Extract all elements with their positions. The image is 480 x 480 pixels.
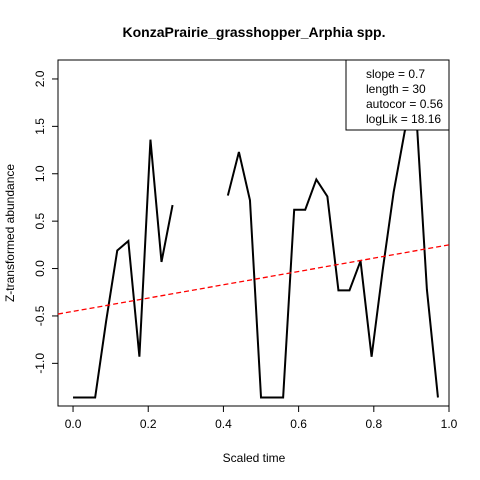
series-layer (57, 106, 450, 399)
x-axis: 0.0 0.2 0.4 0.6 0.8 1.0 (65, 406, 458, 431)
y-tick-label: 1.5 (33, 118, 47, 135)
x-tick-label: 1.0 (441, 417, 458, 431)
x-axis-label: Scaled time (223, 451, 286, 465)
y-axis-label: Z-transformed abundance (3, 164, 17, 302)
abundance-line (73, 106, 439, 399)
x-tick-label: 0.6 (290, 417, 307, 431)
x-tick-label: 0.2 (140, 417, 157, 431)
y-axis: -1.0 -0.5 0.0 0.5 1.0 1.5 2.0 (33, 70, 58, 374)
x-tick-label: 0.0 (65, 417, 82, 431)
x-tick-label: 0.4 (215, 417, 232, 431)
y-tick-label: 0.0 (33, 260, 47, 277)
trend-line (57, 244, 450, 315)
chart-title: KonzaPrairie_grasshopper_Arphia spp. (123, 24, 386, 40)
legend-autocor: autocor = 0.56 (366, 97, 443, 111)
legend-slope: slope = 0.7 (366, 67, 425, 81)
legend: slope = 0.7 length = 30 autocor = 0.56 l… (345, 59, 450, 131)
y-tick-label: 1.0 (33, 165, 47, 182)
x-tick-label: 0.8 (365, 417, 382, 431)
legend-box (345, 59, 450, 131)
y-tick-label: -0.5 (33, 305, 47, 326)
legend-length: length = 30 (366, 82, 426, 96)
y-tick-label: -1.0 (33, 353, 47, 374)
y-tick-label: 2.0 (33, 70, 47, 87)
plot-frame (57, 59, 450, 407)
legend-loglik: logLik = 18.16 (366, 112, 441, 126)
y-tick-label: 0.5 (33, 212, 47, 229)
